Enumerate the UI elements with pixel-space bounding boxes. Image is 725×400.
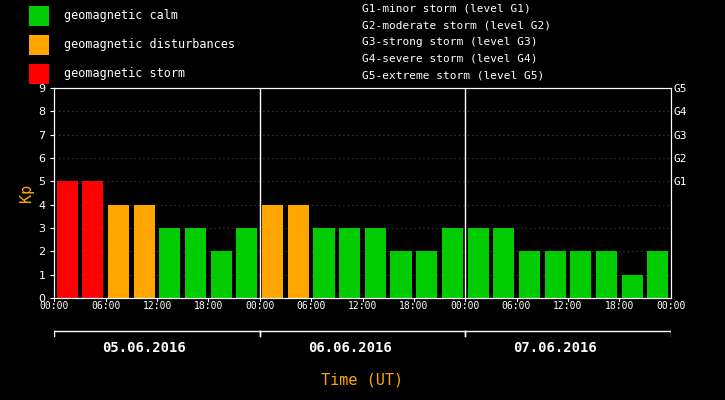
- Bar: [29, 6, 49, 26]
- Bar: [262, 205, 283, 298]
- Bar: [596, 251, 617, 298]
- Bar: [211, 251, 232, 298]
- Text: 12:00: 12:00: [348, 302, 377, 311]
- Bar: [468, 228, 489, 298]
- Text: geomagnetic disturbances: geomagnetic disturbances: [64, 38, 235, 51]
- Bar: [236, 228, 257, 298]
- Bar: [571, 251, 592, 298]
- Bar: [108, 205, 129, 298]
- Bar: [391, 251, 412, 298]
- Bar: [160, 228, 181, 298]
- Bar: [83, 181, 104, 298]
- Text: geomagnetic calm: geomagnetic calm: [64, 9, 178, 22]
- Bar: [185, 228, 206, 298]
- Text: 06:00: 06:00: [502, 302, 531, 311]
- Bar: [339, 228, 360, 298]
- Text: 00:00: 00:00: [245, 302, 275, 311]
- Text: G2-moderate storm (level G2): G2-moderate storm (level G2): [362, 20, 552, 30]
- Text: Time (UT): Time (UT): [321, 373, 404, 388]
- Text: 06.06.2016: 06.06.2016: [308, 341, 392, 355]
- Bar: [313, 228, 334, 298]
- Text: 00:00: 00:00: [450, 302, 480, 311]
- Text: 00:00: 00:00: [40, 302, 69, 311]
- Text: 00:00: 00:00: [656, 302, 685, 311]
- Bar: [288, 205, 309, 298]
- Text: geomagnetic storm: geomagnetic storm: [64, 68, 185, 80]
- Text: G4-severe storm (level G4): G4-severe storm (level G4): [362, 54, 538, 64]
- Text: 05.06.2016: 05.06.2016: [102, 341, 186, 355]
- Text: G5-extreme storm (level G5): G5-extreme storm (level G5): [362, 71, 544, 81]
- Text: 18:00: 18:00: [194, 302, 223, 311]
- Bar: [57, 181, 78, 298]
- Bar: [29, 64, 49, 84]
- Text: G3-strong storm (level G3): G3-strong storm (level G3): [362, 37, 538, 47]
- Text: 06:00: 06:00: [297, 302, 326, 311]
- Text: 07.06.2016: 07.06.2016: [513, 341, 597, 355]
- Text: 18:00: 18:00: [399, 302, 428, 311]
- Text: G1-minor storm (level G1): G1-minor storm (level G1): [362, 4, 531, 14]
- Y-axis label: Kp: Kp: [19, 184, 34, 202]
- Bar: [519, 251, 540, 298]
- Text: 06:00: 06:00: [91, 302, 120, 311]
- Bar: [365, 228, 386, 298]
- Bar: [493, 228, 514, 298]
- Bar: [647, 251, 668, 298]
- Text: 12:00: 12:00: [142, 302, 172, 311]
- Bar: [29, 35, 49, 54]
- Bar: [544, 251, 566, 298]
- Bar: [621, 275, 642, 298]
- Bar: [442, 228, 463, 298]
- Text: 12:00: 12:00: [553, 302, 583, 311]
- Text: 18:00: 18:00: [605, 302, 634, 311]
- Bar: [133, 205, 154, 298]
- Bar: [416, 251, 437, 298]
